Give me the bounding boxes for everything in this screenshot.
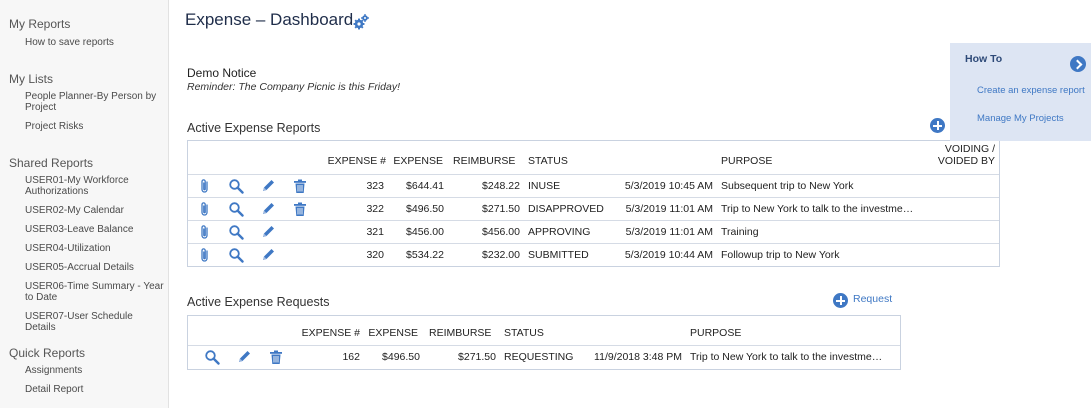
paperclip-icon[interactable] [197, 224, 213, 240]
status: DISAPPROVED [528, 203, 604, 215]
sidebar-heading-my-reports: My Reports [9, 17, 71, 31]
pencil-icon[interactable] [260, 247, 276, 263]
col-expense-num: EXPENSE # [327, 155, 386, 167]
magnifier-icon[interactable] [228, 201, 244, 217]
expense-amount: $644.41 [406, 180, 444, 192]
table-row[interactable]: 321 $456.00 $456.00 APPROVING 5/3/2019 11:01… [188, 220, 999, 243]
how-to-panel: How To Create an expense report Manage M… [950, 43, 1091, 141]
magnifier-icon[interactable] [228, 178, 244, 194]
request-purpose: Trip to New York to talk to the investme… [690, 351, 883, 363]
expense-num: 322 [366, 203, 384, 215]
table-row[interactable]: 320 $534.22 $232.00 SUBMITTED 5/3/2019 10:44… [188, 243, 999, 266]
expense-num: 321 [366, 226, 384, 238]
status: APPROVING [528, 226, 591, 238]
status: INUSE [528, 180, 561, 192]
date: 5/3/2019 11:01 AM [625, 226, 713, 238]
sidebar-item-user05[interactable]: USER05-Accrual Details [25, 262, 134, 273]
trash-icon[interactable] [292, 201, 308, 217]
col-reimburse: REIMBURSE [453, 155, 516, 167]
how-to-title: How To [965, 53, 1003, 65]
sidebar-item-project-risks[interactable]: Project Risks [25, 121, 84, 132]
pencil-icon[interactable] [260, 224, 276, 240]
notice-text: Reminder: The Company Picnic is this Fri… [187, 81, 400, 93]
col-request-status: STATUS [504, 327, 544, 339]
sidebar-item-user06[interactable]: USER06-Time Summary - Year to Date [25, 281, 164, 303]
purpose: Trip to New York to talk to the investme… [721, 203, 914, 215]
how-to-manage-projects[interactable]: Manage My Projects [977, 113, 1064, 124]
expense-amount: $496.50 [406, 203, 444, 215]
table-row[interactable]: 322 $496.50 $271.50 DISAPPROVED 5/3/2019 11:… [188, 197, 999, 220]
reimburse-amount: $271.50 [482, 203, 520, 215]
sidebar-item-user03[interactable]: USER03-Leave Balance [25, 224, 134, 235]
sidebar-item-user04[interactable]: USER04-Utilization [25, 243, 111, 254]
purpose: Subsequent trip to New York [721, 180, 854, 192]
reimburse-amount: $456.00 [482, 226, 520, 238]
sidebar-item-detail-report[interactable]: Detail Report [25, 384, 84, 395]
sidebar-item-user07[interactable]: USER07-User Schedule Details [25, 311, 133, 333]
magnifier-icon[interactable] [228, 247, 244, 263]
sidebar-item-user02[interactable]: USER02-My Calendar [25, 205, 124, 216]
trash-icon[interactable] [268, 349, 284, 365]
requests-table: EXPENSE # EXPENSE REIMBURSE STATUS PURPO… [187, 315, 901, 370]
col-voided-by: VOIDED BY [937, 155, 995, 167]
sidebar-heading-quick-reports: Quick Reports [9, 346, 86, 360]
expense-amount: $534.22 [406, 249, 444, 261]
reports-table: EXPENSE # EXPENSE REIMBURSE STATUS PURPO… [187, 140, 1000, 267]
reports-section-title: Active Expense Reports [187, 121, 321, 135]
paperclip-icon[interactable] [197, 247, 213, 263]
purpose: Followup trip to New York [721, 249, 840, 261]
sidebar-item-assignments[interactable]: Assignments [25, 365, 83, 376]
pencil-icon[interactable] [236, 349, 252, 365]
status: SUBMITTED [528, 249, 589, 261]
sidebar-heading-shared-reports: Shared Reports [9, 156, 94, 170]
chevron-right-icon[interactable] [1070, 56, 1086, 72]
how-to-create-expense-report[interactable]: Create an expense report [977, 85, 1085, 96]
sidebar: My Reports How to save reports My Lists … [0, 0, 169, 408]
requests-section-title: Active Expense Requests [187, 295, 330, 309]
reimburse-amount: $248.22 [482, 180, 520, 192]
paperclip-icon[interactable] [197, 201, 213, 217]
magnifier-icon[interactable] [204, 349, 220, 365]
table-row[interactable]: 162 $496.50 $271.50 REQUESTING 11/9/2018 3:4… [188, 345, 900, 368]
trash-icon[interactable] [292, 178, 308, 194]
sidebar-item-people-planner[interactable]: People Planner-By Person by Project [25, 91, 157, 113]
request-num: 162 [342, 351, 360, 363]
notice-title: Demo Notice [187, 66, 257, 80]
sidebar-item-user01[interactable]: USER01-My Workforce Authorizations [25, 175, 129, 197]
expense-num: 323 [366, 180, 384, 192]
add-request-button[interactable] [833, 293, 848, 308]
date: 5/3/2019 10:45 AM [624, 180, 713, 192]
pencil-icon[interactable] [260, 201, 276, 217]
date: 5/3/2019 10:44 AM [624, 249, 713, 261]
sidebar-heading-my-lists: My Lists [9, 72, 54, 86]
magnifier-icon[interactable] [228, 224, 244, 240]
add-report-button[interactable] [930, 118, 945, 133]
request-date: 11/9/2018 3:48 PM [594, 351, 682, 363]
col-voiding: VOIDING / [944, 143, 995, 155]
sidebar-item-how-to-save-reports[interactable]: How to save reports [25, 37, 114, 48]
request-expense: $496.50 [382, 351, 420, 363]
col-status: STATUS [528, 155, 568, 167]
col-request-reimburse: REIMBURSE [429, 327, 492, 339]
col-request-num: EXPENSE # [301, 327, 360, 339]
col-expense: EXPENSE [393, 155, 443, 167]
purpose: Training [721, 226, 759, 238]
request-status: REQUESTING [504, 351, 574, 363]
col-purpose: PURPOSE [721, 155, 773, 167]
add-request-label[interactable]: Request [853, 293, 893, 305]
gears-icon[interactable] [352, 13, 370, 31]
col-request-purpose: PURPOSE [690, 327, 742, 339]
date: 5/3/2019 11:01 AM [625, 203, 713, 215]
table-row[interactable]: 323 $644.41 $248.22 INUSE 5/3/2019 10:45 AM S… [188, 174, 999, 197]
expense-amount: $456.00 [406, 226, 444, 238]
request-reimburse: $271.50 [458, 351, 496, 363]
col-request-expense: EXPENSE [368, 327, 418, 339]
page-title: Expense – Dashboard [185, 10, 354, 29]
paperclip-icon[interactable] [197, 178, 213, 194]
expense-num: 320 [366, 249, 384, 261]
pencil-icon[interactable] [260, 178, 276, 194]
reimburse-amount: $232.00 [482, 249, 520, 261]
